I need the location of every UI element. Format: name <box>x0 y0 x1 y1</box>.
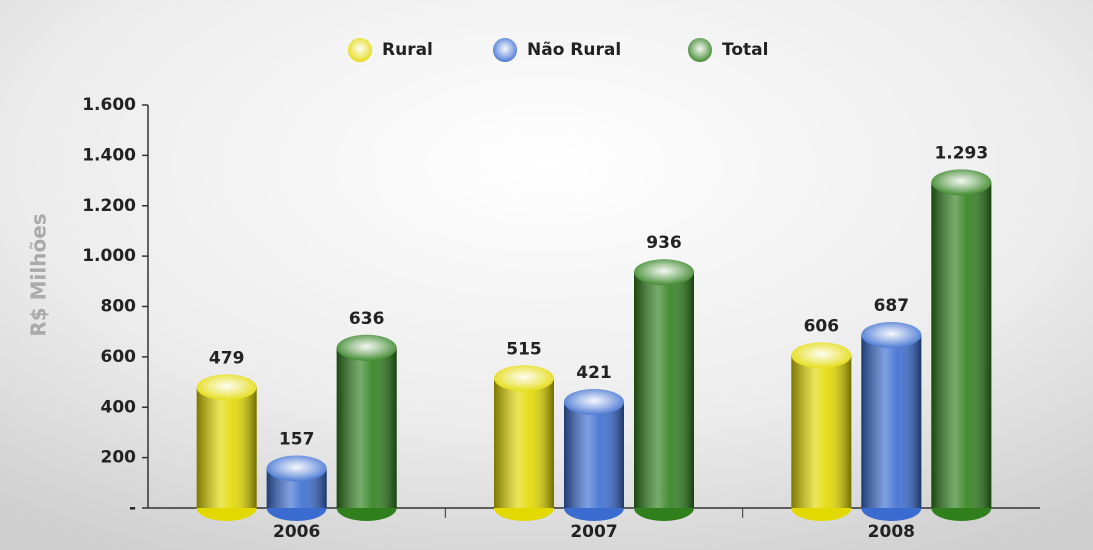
bar-top-shine <box>336 334 397 361</box>
legend-label: Rural <box>382 40 433 60</box>
bar <box>336 334 397 521</box>
value-label: 479 <box>209 348 245 368</box>
bar-shade <box>564 401 624 508</box>
value-label: 1.293 <box>934 143 988 163</box>
bar <box>931 169 992 521</box>
y-tick-label: 200 <box>101 448 137 468</box>
bar <box>634 259 694 521</box>
legend-label: Não Rural <box>527 40 621 60</box>
legend-swatch-shine <box>688 38 712 62</box>
bar <box>266 455 327 521</box>
value-label: 515 <box>506 339 542 359</box>
bar <box>564 388 624 521</box>
bar-top-shine <box>494 365 554 392</box>
y-tick-label: - <box>129 498 136 518</box>
value-label: 936 <box>646 233 682 253</box>
y-tick-label: 800 <box>101 297 137 317</box>
legend-swatch-shine <box>493 38 517 62</box>
bar-top-shine <box>931 169 992 196</box>
bar-shade <box>791 355 852 508</box>
bar-top-shine <box>196 374 257 401</box>
bar-shade <box>494 378 554 508</box>
bar <box>494 365 554 521</box>
bar-top-shine <box>791 342 852 369</box>
y-tick-label: 1.400 <box>82 145 136 165</box>
bar-shade <box>931 182 992 508</box>
bar-shade <box>196 387 257 508</box>
legend-label: Total <box>722 40 768 60</box>
bar <box>791 342 852 521</box>
bar-top-shine <box>634 259 694 286</box>
y-tick-label: 600 <box>101 347 137 367</box>
y-tick-label: 1.600 <box>82 95 136 115</box>
x-tick-label: 2006 <box>273 522 320 542</box>
bar <box>861 321 922 521</box>
bar-shade <box>336 347 397 508</box>
y-tick-label: 1.200 <box>82 196 136 216</box>
x-tick-label: 2008 <box>868 522 915 542</box>
bar-top-shine <box>861 321 922 348</box>
value-label: 157 <box>279 429 315 449</box>
bar-top-shine <box>266 455 327 482</box>
value-label: 636 <box>349 309 385 329</box>
y-tick-label: 400 <box>101 397 137 417</box>
y-tick-label: 1.000 <box>82 246 136 266</box>
bar-shade <box>634 272 694 508</box>
bar <box>196 374 257 521</box>
bar-top-shine <box>564 388 624 415</box>
y-axis-label: R$ Milhões <box>27 213 51 336</box>
value-label: 421 <box>576 363 612 383</box>
legend-swatch-shine <box>348 38 372 62</box>
value-label: 687 <box>874 296 910 316</box>
bar-shade <box>861 334 922 508</box>
value-label: 606 <box>804 316 840 336</box>
x-tick-label: 2007 <box>570 522 617 542</box>
